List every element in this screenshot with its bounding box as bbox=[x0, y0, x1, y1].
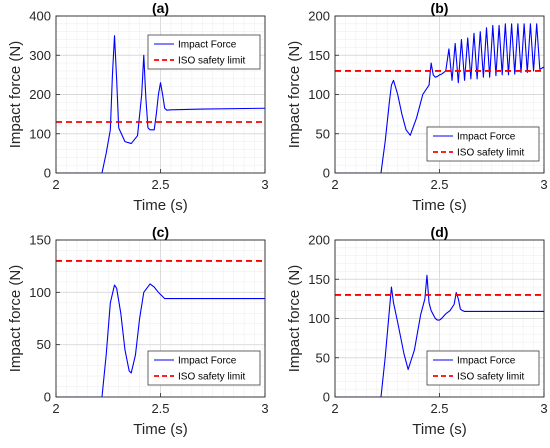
y-tick-label: 100 bbox=[29, 126, 51, 141]
y-tick-label: 100 bbox=[308, 87, 330, 102]
legend-box bbox=[426, 350, 540, 386]
y-tick-label: 0 bbox=[44, 166, 51, 181]
legend-label: Impact Force bbox=[178, 40, 237, 51]
subplot-title: (d) bbox=[431, 224, 449, 240]
legend-label: Impact Force bbox=[457, 132, 516, 143]
y-tick-label: 300 bbox=[29, 48, 51, 63]
x-tick-label: 2 bbox=[331, 177, 338, 192]
x-tick-label: 2 bbox=[52, 177, 59, 192]
y-tick-label: 50 bbox=[316, 126, 330, 141]
legend-label: Impact Force bbox=[457, 356, 516, 367]
legend-label: ISO safety limit bbox=[457, 148, 524, 159]
x-axis-label: Time (s) bbox=[133, 421, 187, 438]
subplot-title: (b) bbox=[431, 0, 449, 16]
legend: Impact Force ISO safety limit bbox=[426, 126, 540, 162]
subplot-title: (c) bbox=[152, 224, 169, 240]
legend-label: Impact Force bbox=[178, 356, 237, 367]
legend-label: ISO safety limit bbox=[178, 56, 245, 67]
x-tick-label: 2.5 bbox=[430, 401, 448, 416]
legend-label: ISO safety limit bbox=[178, 372, 245, 383]
legend: Impact Force ISO safety limit bbox=[147, 350, 261, 386]
y-axis-label: Impact force (N) bbox=[7, 41, 24, 149]
y-axis-label: Impact force (N) bbox=[7, 265, 24, 373]
x-tick-label: 3 bbox=[540, 401, 547, 416]
y-tick-label: 50 bbox=[37, 337, 51, 352]
y-tick-label: 150 bbox=[29, 233, 51, 248]
x-tick-label: 2.5 bbox=[430, 177, 448, 192]
axes-frame bbox=[55, 15, 266, 174]
legend-box bbox=[426, 126, 540, 162]
x-tick-label: 3 bbox=[261, 177, 268, 192]
subplot-title: (a) bbox=[152, 0, 169, 16]
axes-frame bbox=[55, 239, 266, 398]
x-tick-label: 2 bbox=[52, 401, 59, 416]
y-tick-label: 50 bbox=[316, 350, 330, 365]
subplot-3: 2 2.5 3 0 50 100 150 (c) Time (s) Impact force (N… bbox=[7, 224, 269, 438]
y-axis-label: Impact force (N) bbox=[286, 41, 303, 149]
x-axis-label: Time (s) bbox=[412, 197, 466, 214]
impact-force-line bbox=[56, 35, 265, 173]
impact-force-line bbox=[335, 274, 544, 397]
y-tick-label: 150 bbox=[308, 272, 330, 287]
y-tick-label: 100 bbox=[308, 311, 330, 326]
axes-frame bbox=[334, 15, 545, 174]
x-tick-label: 3 bbox=[261, 401, 268, 416]
x-tick-label: 2 bbox=[331, 401, 338, 416]
y-tick-label: 0 bbox=[323, 390, 330, 405]
y-tick-label: 200 bbox=[308, 9, 330, 24]
x-axis-label: Time (s) bbox=[412, 421, 466, 438]
y-tick-label: 200 bbox=[29, 87, 51, 102]
legend-box bbox=[147, 350, 261, 386]
x-tick-label: 3 bbox=[540, 177, 547, 192]
y-tick-label: 150 bbox=[308, 48, 330, 63]
x-axis-label: Time (s) bbox=[133, 197, 187, 214]
y-tick-label: 100 bbox=[29, 285, 51, 300]
impact-force-line bbox=[335, 23, 544, 173]
legend-label: ISO safety limit bbox=[457, 372, 524, 383]
subplot-2: 2 2.5 3 0 50 100 150 200 (b) Time (s) Impact force… bbox=[286, 0, 548, 214]
y-tick-label: 0 bbox=[44, 390, 51, 405]
axes-frame bbox=[334, 239, 545, 398]
y-axis-label: Impact force (N) bbox=[286, 265, 303, 373]
legend-box bbox=[147, 34, 261, 70]
subplot-1: 2 2.5 3 0 100 200 300 400 (a) Time (s) Impact forc… bbox=[7, 0, 269, 214]
legend: Impact Force ISO safety limit bbox=[426, 350, 540, 386]
y-tick-label: 400 bbox=[29, 9, 51, 24]
x-tick-label: 2.5 bbox=[151, 177, 169, 192]
legend: Impact Force ISO safety limit bbox=[147, 34, 261, 70]
impact-force-line bbox=[56, 283, 265, 397]
y-tick-label: 200 bbox=[308, 233, 330, 248]
x-tick-label: 2.5 bbox=[151, 401, 169, 416]
y-tick-label: 0 bbox=[323, 166, 330, 181]
subplot-4: 2 2.5 3 0 50 100 150 200 (d) Time (s) Impact force… bbox=[286, 224, 548, 438]
